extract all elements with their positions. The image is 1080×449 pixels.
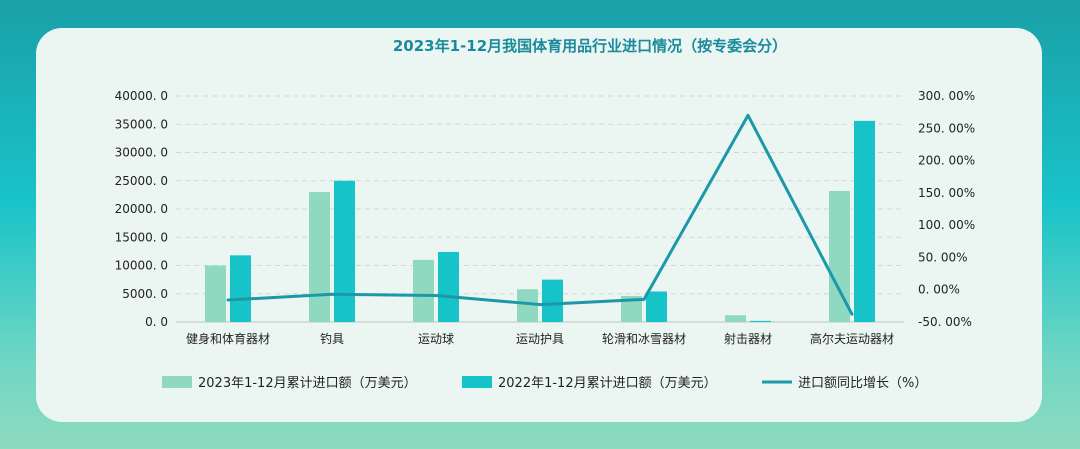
legend: 2023年1-12月累计进口额（万美元） 2022年1-12月累计进口额（万美元）… [162, 376, 927, 391]
bar-2022 [438, 251, 459, 322]
legend-swatch [462, 376, 492, 388]
right-tick-label: 300. 00% [918, 89, 975, 103]
legend-label: 2022年1-12月累计进口额（万美元） [498, 376, 717, 391]
growth-point [434, 294, 438, 298]
category-label: 射击器材 [724, 331, 772, 346]
category-label: 健身和体育器材 [186, 331, 270, 346]
bar-2022 [334, 180, 355, 322]
bar-2022 [646, 291, 667, 322]
bar-2023 [621, 296, 642, 322]
chart-title: 2023年1-12月我国体育用品行业进口情况（按专委会分） [393, 37, 787, 55]
bar-2023 [413, 259, 434, 322]
left-tick-label: 5000. 0 [122, 287, 168, 301]
category-label: 运动球 [418, 332, 454, 346]
growth-point [746, 113, 750, 117]
right-tick-label: 50. 00% [918, 250, 968, 264]
growth-point [642, 297, 646, 301]
left-axis-ticks: 0. 0 5000. 0 10000. 0 15000. 0 20000. 0 25000… [115, 89, 168, 329]
growth-point [538, 303, 542, 307]
legend-swatch [162, 376, 192, 388]
legend-label: 进口额同比增长（%） [798, 376, 927, 391]
left-tick-label: 40000. 0 [115, 89, 168, 103]
bars-layer [205, 120, 875, 322]
right-axis-ticks: -50. 00% 0. 00% 50. 00% 100. 00% 150. 00% 200… [918, 89, 975, 329]
category-label: 轮滑和冰雪器材 [602, 332, 686, 346]
right-tick-label: 250. 00% [918, 121, 975, 135]
category-labels: 健身和体育器材 钓具 运动球 运动护具 轮滑和冰雪器材 射击器材 高尔夫运动器材 [186, 331, 894, 346]
left-tick-label: 10000. 0 [115, 259, 168, 273]
bar-2022 [542, 279, 563, 322]
category-label: 钓具 [320, 332, 344, 346]
growth-point [330, 292, 334, 296]
bar-2023 [829, 190, 850, 322]
left-tick-label: 0. 0 [145, 315, 168, 329]
right-tick-label: 200. 00% [918, 154, 975, 168]
left-tick-label: 35000. 0 [115, 117, 168, 131]
bar-2022 [230, 255, 251, 322]
legend-label: 2023年1-12月累计进口额（万美元） [198, 376, 417, 391]
bar-2023 [205, 265, 226, 322]
bar-2023 [517, 289, 538, 322]
left-tick-label: 25000. 0 [115, 174, 168, 188]
left-tick-label: 30000. 0 [115, 146, 168, 160]
left-tick-label: 15000. 0 [115, 230, 168, 244]
right-tick-label: 0. 00% [918, 283, 960, 297]
category-label: 高尔夫运动器材 [810, 331, 894, 346]
gridlines [176, 95, 904, 323]
growth-point [226, 298, 230, 302]
growth-point [850, 312, 854, 316]
bar-2023 [309, 192, 330, 322]
bar-2022 [750, 320, 771, 322]
right-tick-label: 100. 00% [918, 218, 975, 232]
left-tick-label: 20000. 0 [115, 202, 168, 216]
category-label: 运动护具 [516, 332, 564, 346]
right-tick-label: -50. 00% [918, 315, 972, 329]
bar-2023 [725, 315, 746, 322]
bar-2022 [854, 120, 875, 322]
right-tick-label: 150. 00% [918, 186, 975, 200]
growth-line-layer [226, 113, 854, 316]
